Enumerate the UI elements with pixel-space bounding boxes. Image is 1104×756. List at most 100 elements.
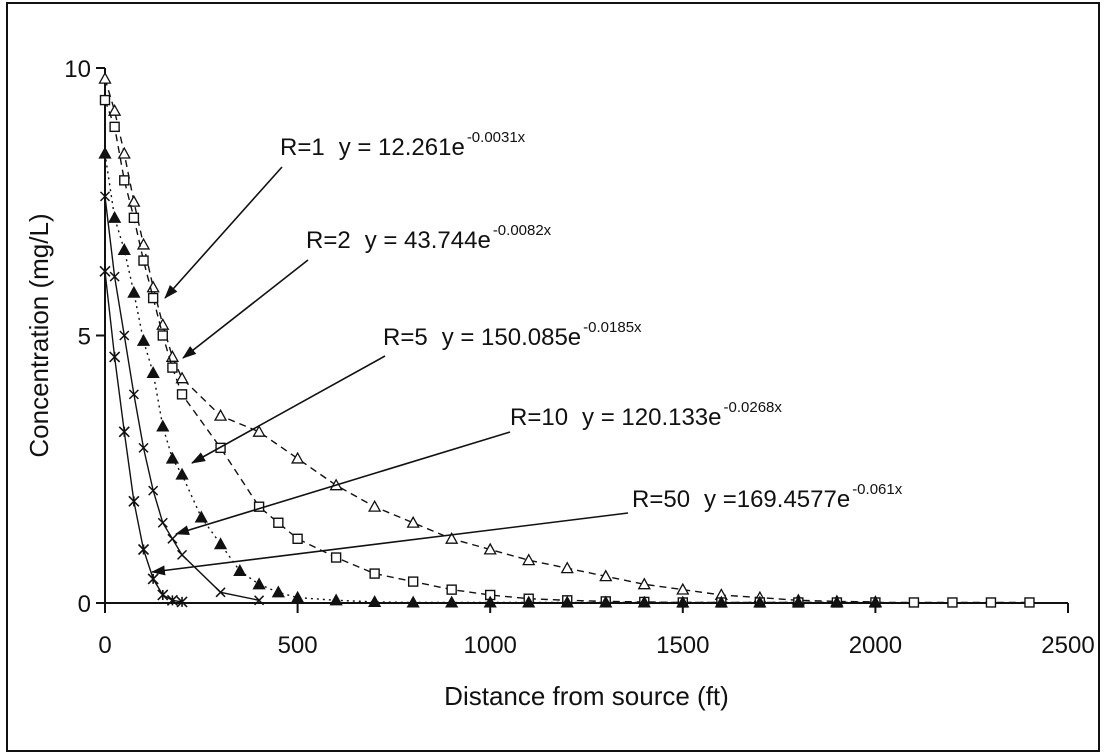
series-label: R=50 [632,486,690,513]
data-point [406,515,420,528]
data-point [753,595,767,608]
data-point [407,576,419,587]
data-point [117,243,131,255]
data-point [166,594,178,606]
series-label: R=5 [383,324,428,351]
annotation-arrow [164,166,283,299]
data-point [271,585,285,598]
data-point [177,549,188,560]
data-point [147,292,159,304]
series-line [104,99,1030,604]
data-point [175,467,189,480]
data-point [175,371,189,384]
data-point [138,442,149,453]
data-point [99,94,111,106]
x-tick-label: 1500 [656,632,709,659]
fit-annotation-r-10: R=10 y = 120.133e -0.0268x [175,399,782,535]
fit-annotation-r-1: R=1 y = 12.261e -0.0031x [164,129,526,299]
data-point [118,426,130,438]
data-point [117,146,131,159]
data-point [254,595,265,606]
series-r-5 [98,146,883,608]
data-point [868,595,883,608]
data-point [127,285,141,298]
series-label: R=10 [510,404,568,431]
data-point [157,589,169,601]
y-ticks: 0 5 10 [64,56,105,618]
data-point [136,334,151,346]
data-point [146,366,160,379]
data-point [483,542,497,555]
data-point [522,595,536,608]
data-point [215,587,226,598]
data-point [176,596,188,608]
equation-exponent: -0.0185x [583,319,642,336]
data-point [128,389,139,400]
data-point [119,330,130,341]
fit-equation-text: R=1 y = 12.261e -0.0031x [280,129,526,161]
data-point [98,146,112,159]
equation-exponent: -0.0082x [493,222,552,239]
x-tick-label: 2500 [1041,632,1094,659]
data-point [165,451,180,464]
data-point [98,71,112,84]
data-point [157,330,168,341]
data-point [329,593,343,606]
data-point [714,595,728,608]
chart-frame [6,2,1100,752]
data-point [146,280,160,293]
annotation-arrow [175,431,511,535]
data-point [830,595,844,608]
fit-annotation-r-2: R=2 y = 43.744e -0.0082x [182,222,552,359]
fit-equation-text: R=10 y = 120.133e -0.0268x [510,399,782,431]
y-tick-label: 5 [78,324,91,351]
data-point [676,582,690,595]
data-point [292,533,303,544]
series-line [104,153,876,604]
data-point [599,595,613,608]
data-point [368,499,382,512]
data-point [290,451,305,464]
data-point [213,537,228,550]
data-point [108,210,122,223]
data-point [156,419,170,432]
x-tick-label: 0 [98,632,111,659]
data-point [406,595,420,608]
data-point [167,362,178,373]
data-point [109,271,120,282]
equation-text: y = 43.744e [365,227,491,254]
annotation-arrow [182,259,309,359]
fit-equation-text: R=5 y = 150.085e -0.0185x [383,319,642,351]
data-point [109,351,121,363]
data-point [908,597,920,608]
annotation-arrow [191,355,386,464]
data-point [119,175,130,186]
series-label: R=2 [306,227,351,254]
series-label: R=1 [280,134,325,161]
equation-text: y = 120.133e [582,404,721,431]
equation-exponent: -0.061x [852,481,903,498]
equation-text: y = 150.085e [442,324,581,351]
data-point [99,265,111,277]
data-point [522,553,536,566]
data-point [676,595,690,608]
data-point [252,424,266,437]
data-point [290,590,305,603]
equation-exponent: -0.0031x [467,129,526,146]
data-point [194,510,208,523]
annotation-arrow [151,512,629,576]
series-r-2 [99,94,1035,608]
data-point [128,212,140,224]
data-point [985,597,997,608]
data-point [108,103,122,116]
y-tick-label: 10 [64,56,91,83]
x-ticks: 0 500 1000 1500 2000 2500 [98,603,1095,659]
x-tick-label: 500 [278,632,318,659]
data-point [233,564,247,576]
data-point [599,569,613,582]
equation-text: y =169.4577e [704,486,850,513]
fit-annotation-r-50: R=50 y =169.4577e -0.061x [151,481,903,576]
data-point [947,597,958,608]
data-point [156,317,170,330]
